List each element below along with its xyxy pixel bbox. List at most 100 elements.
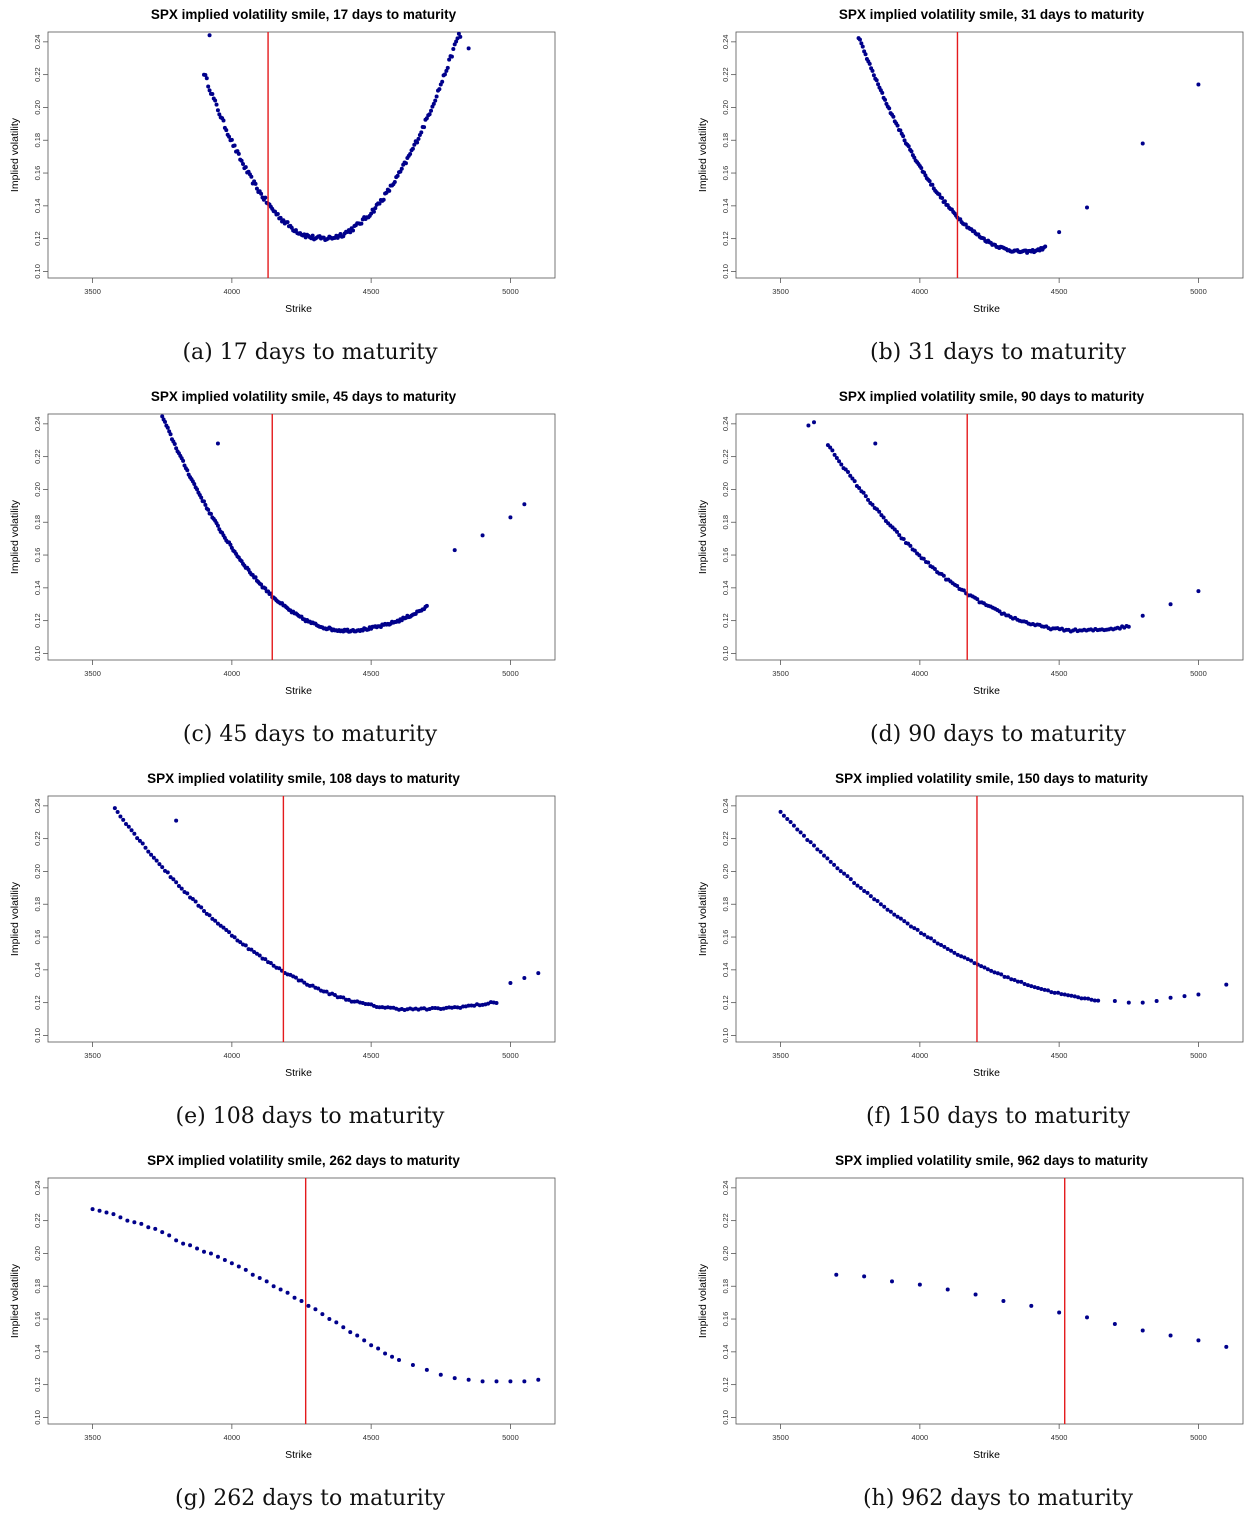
data-point <box>271 1284 276 1289</box>
y-tick-label: 0.22 <box>721 831 730 846</box>
data-point <box>865 890 870 895</box>
data-point <box>316 986 321 991</box>
data-point <box>466 46 471 51</box>
data-point <box>332 992 337 997</box>
data-point <box>892 912 897 917</box>
chart-panel: SPX implied volatility smile, 90 days to… <box>688 382 1245 762</box>
data-point <box>185 891 190 896</box>
x-tick-label: 4500 <box>1051 1051 1068 1060</box>
data-point <box>828 445 833 450</box>
data-point <box>190 896 195 901</box>
data-point <box>1019 979 1024 984</box>
data-point <box>1154 999 1159 1003</box>
y-tick-label: 0.22 <box>33 831 42 846</box>
data-point <box>253 181 258 186</box>
data-point <box>410 146 415 151</box>
data-point <box>371 209 376 214</box>
data-point <box>202 499 206 504</box>
data-point <box>863 52 868 57</box>
data-point <box>217 112 222 117</box>
data-point <box>227 930 232 935</box>
data-point <box>165 425 170 430</box>
data-point <box>135 836 140 841</box>
data-point <box>908 924 913 929</box>
data-point <box>1066 993 1071 998</box>
data-point <box>912 926 917 931</box>
data-point <box>310 233 315 238</box>
data-point <box>125 1218 130 1223</box>
data-point <box>812 843 816 848</box>
plot-frame <box>735 795 1244 1043</box>
data-point <box>388 1005 393 1010</box>
data-point <box>165 870 170 875</box>
data-point <box>815 847 820 852</box>
data-point <box>785 816 790 821</box>
data-point <box>377 1005 382 1010</box>
data-point <box>452 548 457 553</box>
data-point <box>882 904 887 909</box>
data-point <box>1082 996 1087 1001</box>
data-point <box>452 1376 457 1381</box>
data-point <box>461 19 465 23</box>
x-tick-label: 4500 <box>1051 669 1068 678</box>
chart-svg: SPX implied volatility smile, 31 days to… <box>697 7 1244 315</box>
figure-caption: (a) 17 days to maturity <box>182 340 438 365</box>
data-point <box>437 87 442 92</box>
data-point <box>408 152 413 157</box>
x-tick-label: 4500 <box>1051 1433 1068 1442</box>
x-axis-label: Strike <box>285 303 312 315</box>
data-point <box>995 971 1000 976</box>
data-point <box>168 432 173 437</box>
x-tick-label: 5000 <box>1190 287 1207 296</box>
data-point <box>160 414 162 415</box>
data-point <box>508 1379 513 1384</box>
chart-svg: SPX implied volatility smile, 45 days to… <box>9 389 556 697</box>
data-point <box>1168 602 1173 607</box>
x-tick-label: 3500 <box>84 287 101 296</box>
data-point <box>387 188 392 193</box>
data-point <box>227 134 232 139</box>
data-point <box>1126 1000 1131 1005</box>
chart-title: SPX implied volatility smile, 150 days t… <box>835 771 1148 786</box>
data-point <box>464 9 468 13</box>
data-point <box>415 140 420 145</box>
x-tick-label: 3500 <box>84 669 101 678</box>
y-tick-label: 0.24 <box>33 417 42 432</box>
y-tick-label: 0.16 <box>33 930 42 945</box>
data-point <box>299 1299 304 1303</box>
data-point <box>449 54 454 59</box>
data-point <box>422 125 427 130</box>
figure-caption: (g) 262 days to maturity <box>174 1486 446 1511</box>
data-point <box>146 1225 151 1230</box>
data-point <box>465 7 469 11</box>
y-tick-label: 0.22 <box>33 1213 42 1228</box>
data-point <box>883 97 888 102</box>
data-point <box>1002 974 1007 979</box>
data-point <box>440 79 445 84</box>
y-axis-label: Implied volatility <box>9 881 21 956</box>
data-point <box>1112 1321 1117 1326</box>
data-point <box>922 932 927 937</box>
data-point <box>952 950 957 955</box>
data-point <box>825 856 830 861</box>
data-point <box>881 515 886 520</box>
data-point <box>215 1254 220 1259</box>
data-point <box>942 199 947 204</box>
x-axis-label: Strike <box>973 685 1000 697</box>
data-point <box>932 566 937 571</box>
y-tick-label: 0.16 <box>33 1312 42 1327</box>
data-point <box>146 849 151 854</box>
y-tick-label: 0.24 <box>721 35 730 50</box>
data-point <box>202 909 206 914</box>
chart-title: SPX implied volatility smile, 90 days to… <box>839 389 1145 404</box>
data-point <box>115 810 120 814</box>
data-point <box>195 487 200 492</box>
y-tick-label: 0.16 <box>721 166 730 181</box>
data-point <box>302 980 307 985</box>
data-point <box>257 1276 262 1281</box>
x-tick-label: 4500 <box>363 1051 380 1060</box>
data-point <box>238 940 243 945</box>
x-tick-label: 4500 <box>363 669 380 678</box>
data-point <box>919 166 924 171</box>
plot-frame <box>735 413 1244 661</box>
